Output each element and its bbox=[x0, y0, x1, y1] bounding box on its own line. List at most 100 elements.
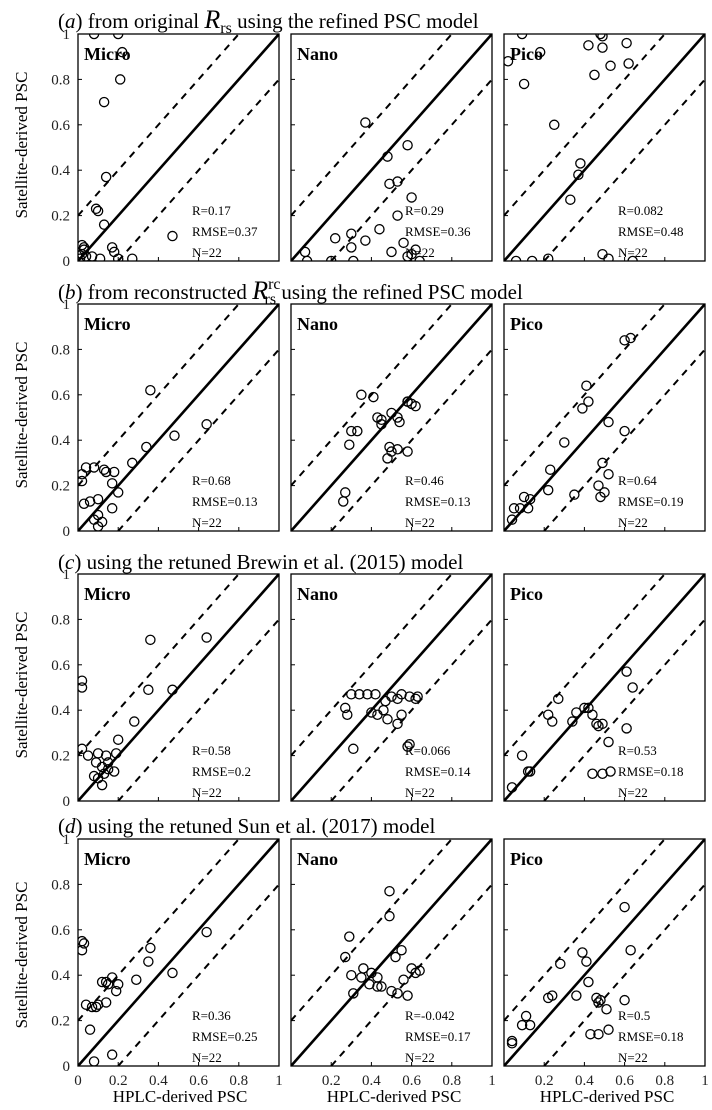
data-point bbox=[376, 419, 387, 430]
data-point bbox=[587, 768, 598, 780]
data-point bbox=[370, 689, 381, 700]
data-points bbox=[506, 666, 638, 793]
data-point bbox=[597, 768, 608, 780]
data-point bbox=[167, 230, 178, 242]
panel-pico-b: Pico R=0.64 RMSE=0.19 N=22 bbox=[503, 303, 706, 532]
panel-label: Pico bbox=[510, 584, 543, 604]
lower-dashed-line bbox=[117, 78, 279, 261]
y-tick-label: 0.4 bbox=[51, 433, 70, 449]
reference-lines bbox=[504, 574, 705, 801]
data-point bbox=[106, 503, 118, 514]
data-point bbox=[398, 974, 409, 985]
data-point bbox=[621, 723, 632, 734]
data-point bbox=[92, 521, 104, 531]
panel-nano-c: Nano R=0.066 RMSE=0.14 N=22 bbox=[290, 573, 493, 802]
stat-label: R=0.082 bbox=[618, 203, 663, 218]
data-point bbox=[542, 992, 554, 1004]
data-point bbox=[92, 999, 104, 1010]
stat-label: RMSE=0.18 bbox=[618, 764, 683, 779]
data-point bbox=[542, 253, 554, 261]
data-point bbox=[169, 430, 180, 441]
y-tick-label: 0.6 bbox=[51, 658, 70, 674]
data-point bbox=[78, 743, 88, 755]
row-title-a-post: using the refined PSC model bbox=[232, 9, 479, 33]
x-tick-label: 0.2 bbox=[322, 1073, 341, 1089]
lower-dashed-line bbox=[543, 348, 705, 531]
row-title-c-text: ) using the retuned Brewin et al. (2015)… bbox=[74, 550, 463, 574]
panel-label: Pico bbox=[510, 849, 543, 869]
y-tick-label: 1 bbox=[63, 297, 71, 313]
data-point bbox=[402, 396, 413, 407]
data-point bbox=[583, 396, 594, 407]
data-point bbox=[384, 178, 395, 190]
data-point bbox=[567, 716, 578, 727]
stat-label: N=22 bbox=[192, 515, 222, 530]
upper-dashed-line bbox=[78, 574, 240, 757]
data-point bbox=[98, 219, 110, 230]
panel-label: Pico bbox=[510, 314, 543, 334]
data-point bbox=[601, 1004, 612, 1015]
stat-label: R=0.53 bbox=[618, 743, 657, 758]
data-point bbox=[201, 926, 212, 938]
data-point bbox=[544, 464, 556, 475]
panel-micro-d: 0 0.2 0.4 0.6 0.8 1 0 0.2 0.4 0.6 0.8 1 Micro R=0.36 R… bbox=[51, 832, 283, 1089]
stat-label: R=0.46 bbox=[405, 473, 444, 488]
panel-micro-b: 0 0.2 0.4 0.6 0.8 1 Micro R=0.68 RMSE=0.13 N=22 bbox=[51, 297, 280, 540]
data-point bbox=[92, 493, 104, 505]
data-point bbox=[346, 425, 357, 437]
data-point bbox=[78, 469, 88, 480]
stat-label: N=22 bbox=[192, 245, 222, 260]
y-tick-label: 0.8 bbox=[51, 72, 70, 88]
data-point bbox=[88, 34, 100, 40]
data-point bbox=[143, 956, 154, 967]
y-tick-label: 0.8 bbox=[51, 612, 70, 628]
x-tick-label: 0.6 bbox=[402, 1073, 421, 1089]
stat-label: RMSE=0.14 bbox=[405, 764, 471, 779]
y-tick-label: 0.4 bbox=[51, 163, 70, 179]
data-point bbox=[577, 403, 588, 414]
data-point bbox=[508, 503, 520, 514]
y-tick-label: 0.6 bbox=[51, 118, 70, 134]
lower-dashed-line bbox=[543, 883, 705, 1066]
row-title-b-sup: rc bbox=[268, 276, 280, 293]
data-point bbox=[571, 707, 582, 718]
data-point bbox=[356, 972, 367, 983]
data-point bbox=[360, 235, 371, 246]
upper-dashed-line bbox=[291, 574, 453, 757]
data-point bbox=[84, 496, 96, 507]
data-point bbox=[390, 951, 401, 963]
data-point bbox=[86, 251, 98, 261]
data-point bbox=[623, 58, 634, 69]
data-point bbox=[392, 693, 403, 705]
data-point bbox=[603, 736, 614, 748]
lower-dashed-line bbox=[330, 78, 492, 261]
row-title-a-text: ) from original bbox=[76, 9, 205, 33]
data-point bbox=[384, 885, 395, 897]
x-tick-label: 1 bbox=[488, 1073, 496, 1089]
x-tick-label: 0.6 bbox=[615, 1073, 634, 1089]
row-title-d: (d) using the retuned Sun et al. (2017) … bbox=[58, 814, 436, 838]
y-tick-label: 0.8 bbox=[51, 342, 70, 358]
x-tick-label: 0.4 bbox=[575, 1073, 594, 1089]
data-point bbox=[621, 666, 632, 677]
data-point bbox=[92, 205, 104, 217]
data-point bbox=[583, 976, 594, 988]
data-point bbox=[392, 176, 403, 187]
data-point bbox=[581, 380, 592, 391]
row-title-b-sub: rs bbox=[265, 291, 277, 308]
data-point bbox=[78, 253, 86, 261]
reference-lines bbox=[78, 574, 279, 801]
data-point bbox=[524, 1019, 536, 1031]
panel-pico-c: Pico R=0.53 RMSE=0.18 N=22 bbox=[503, 573, 706, 802]
data-point bbox=[402, 446, 413, 457]
data-point bbox=[524, 766, 536, 777]
data-point bbox=[603, 468, 614, 480]
data-points bbox=[78, 926, 212, 1066]
data-point bbox=[340, 951, 351, 963]
one-to-one-line bbox=[291, 34, 492, 261]
x-tick-label: 0.2 bbox=[109, 1073, 128, 1089]
x-tick-label: 0.8 bbox=[442, 1073, 461, 1089]
data-point bbox=[143, 684, 154, 696]
data-point bbox=[372, 709, 383, 720]
data-point bbox=[402, 990, 413, 1001]
